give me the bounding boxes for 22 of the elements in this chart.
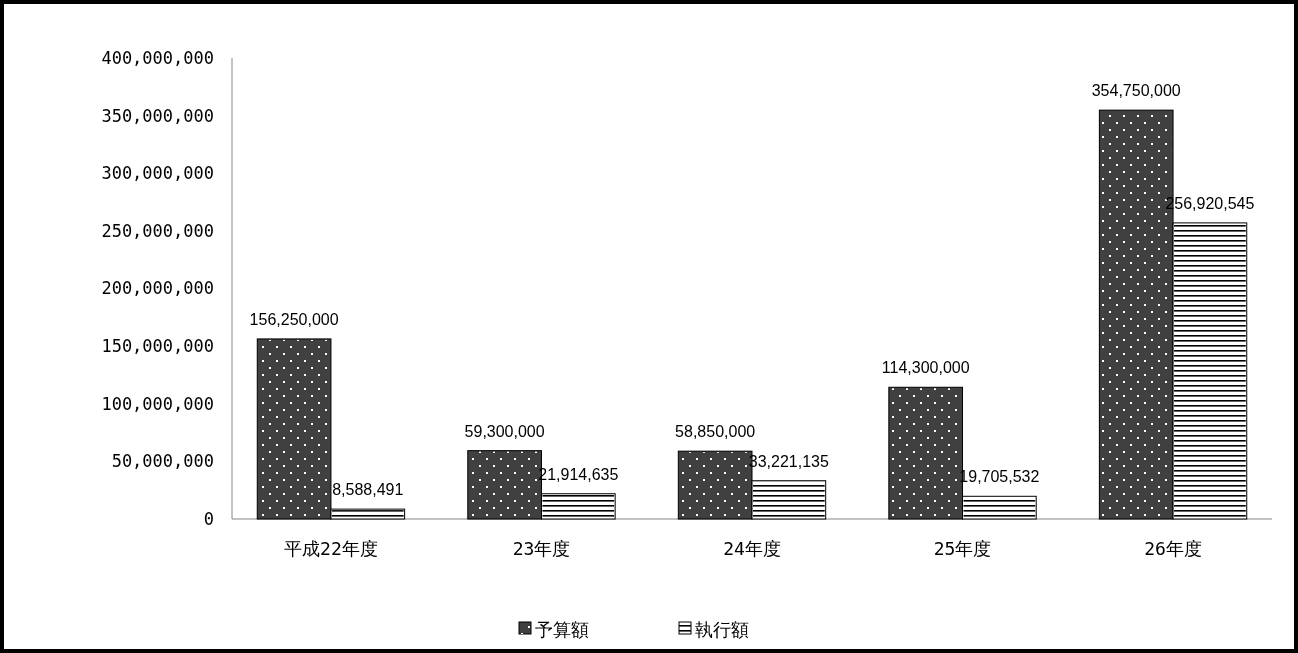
data-label: 114,300,000 [881,359,970,377]
y-tick-label: 250,000,000 [101,220,214,241]
y-tick-label: 50,000,000 [111,451,214,472]
legend-label: 執行額 [695,620,749,641]
legend-label: 予算額 [535,620,589,641]
x-tick-label: 25年度 [933,538,992,559]
y-tick-label: 0 [203,508,214,529]
x-tick-label: 23年度 [512,538,571,559]
x-tick-label: 26年度 [1144,538,1202,559]
data-label: 8,588,491 [332,481,404,499]
y-tick-label: 200,000,000 [101,278,214,299]
x-tick-label: 平成22年度 [284,538,378,559]
y-tick-label: 100,000,000 [101,393,214,414]
y-tick-label: 350,000,000 [101,105,214,126]
y-tick-label: 400,000,000 [101,47,214,68]
data-label: 156,250,000 [249,310,339,328]
y-tick-label: 150,000,000 [101,336,214,357]
data-label: 354,750,000 [1091,82,1181,100]
data-label: 58,850,000 [675,423,756,441]
data-label: 59,300,000 [464,422,545,440]
y-tick-label: 300,000,000 [101,163,214,184]
x-tick-label: 24年度 [723,538,781,559]
